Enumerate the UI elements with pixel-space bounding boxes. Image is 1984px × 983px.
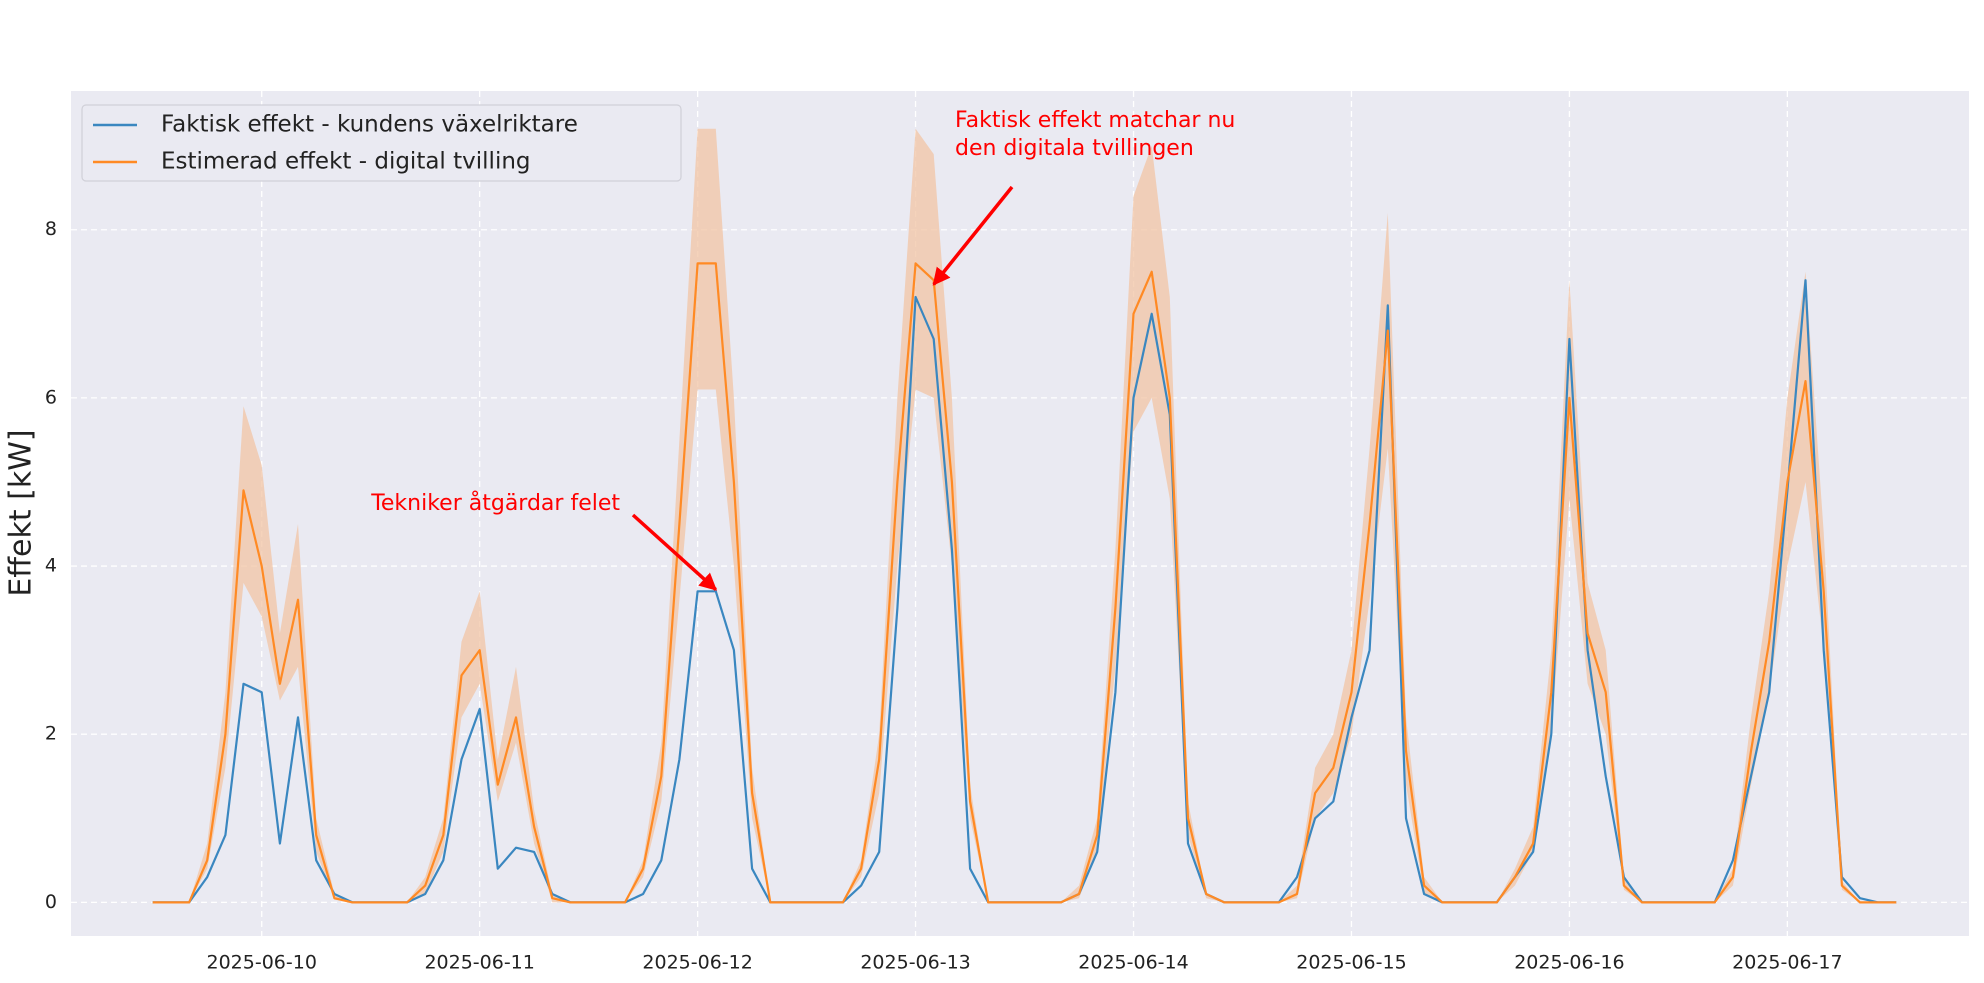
x-tick-label: 2025-06-10 bbox=[206, 952, 316, 974]
legend: Faktisk effekt - kundens växelriktare Est… bbox=[81, 104, 682, 182]
x-tick-label: 2025-06-16 bbox=[1514, 952, 1624, 974]
series-line bbox=[152, 262, 1897, 904]
plot-area bbox=[71, 91, 1969, 936]
legend-label: Estimerad effekt - digital tvilling bbox=[161, 149, 531, 175]
x-tick-label: 2025-06-17 bbox=[1732, 952, 1842, 974]
y-tick-label: 0 bbox=[45, 891, 57, 913]
x-tick-label: 2025-06-14 bbox=[1078, 952, 1188, 974]
annotation-text: Tekniker åtgärdar felet bbox=[370, 490, 620, 516]
legend-label: Faktisk effekt - kundens växelriktare bbox=[161, 112, 578, 138]
annotation-arrow bbox=[631, 513, 718, 591]
x-tick-label: 2025-06-12 bbox=[642, 952, 752, 974]
annotation-text: den digitala tvillingen bbox=[955, 136, 1194, 161]
annotation-arrow bbox=[932, 185, 1014, 286]
x-tick-label: 2025-06-11 bbox=[424, 952, 534, 974]
y-tick-label: 8 bbox=[45, 218, 57, 240]
x-tick-label: 2025-06-15 bbox=[1296, 952, 1406, 974]
y-tick-label: 4 bbox=[45, 555, 57, 577]
annotation-text: Faktisk effekt matchar nu bbox=[955, 108, 1235, 133]
y-axis-label: Effekt [kW] bbox=[4, 429, 39, 596]
y-tick-label: 2 bbox=[45, 723, 57, 745]
x-tick-label: 2025-06-13 bbox=[860, 952, 970, 974]
legend-box bbox=[81, 104, 682, 182]
y-tick-label: 6 bbox=[45, 386, 57, 408]
